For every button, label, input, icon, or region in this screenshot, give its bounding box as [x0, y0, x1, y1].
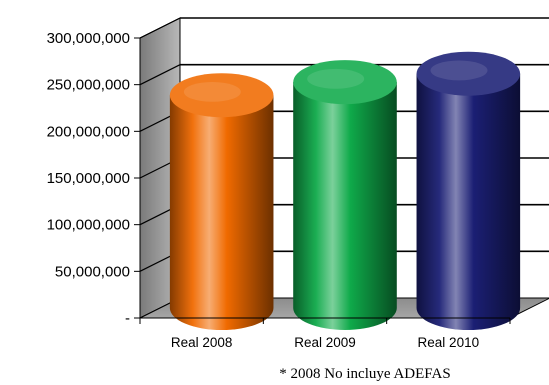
y-tick-label: 100,000,000 [47, 217, 130, 234]
bar-top-highlight [307, 68, 365, 89]
y-tick-label: - [125, 310, 130, 327]
bar-body [293, 82, 397, 330]
bar-2 [416, 51, 521, 330]
side-gridline [139, 17, 181, 39]
y-tick-label: 300,000,000 [47, 30, 130, 47]
side-gridline [139, 64, 181, 86]
y-tick-label: 200,000,000 [47, 123, 130, 140]
y-tick-label: 150,000,000 [47, 170, 130, 187]
bar-body [416, 73, 521, 330]
bar-0 [169, 73, 274, 330]
y-tick-label: 250,000,000 [47, 77, 130, 94]
x-tick-label: Real 2008 [171, 335, 233, 350]
bar-1 [293, 60, 397, 330]
y-tick-label: 50,000,000 [55, 263, 130, 280]
bar-top-highlight [430, 60, 488, 81]
bar-top-highlight [183, 82, 241, 102]
bar-body [169, 95, 274, 330]
x-tick-label: Real 2010 [418, 335, 480, 350]
x-tick-label: Real 2009 [294, 335, 356, 350]
chart-footnote: * 2008 No incluye ADEFAS [279, 366, 450, 382]
